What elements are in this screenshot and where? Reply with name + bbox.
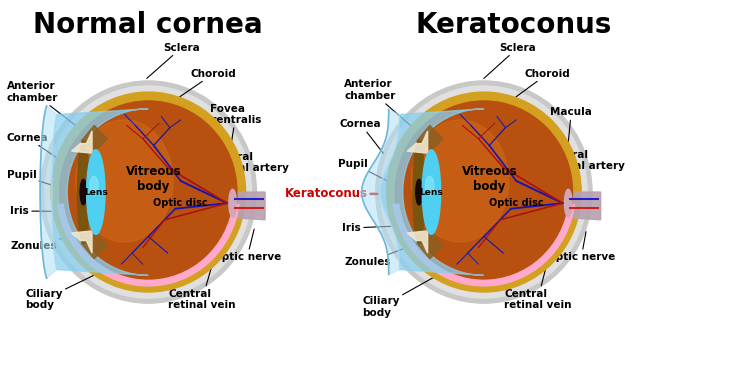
Polygon shape bbox=[568, 192, 601, 220]
Polygon shape bbox=[81, 125, 107, 150]
Polygon shape bbox=[81, 234, 107, 259]
Polygon shape bbox=[362, 110, 400, 275]
Text: Central
retinal artery: Central retinal artery bbox=[546, 150, 625, 184]
Text: Pupil: Pupil bbox=[7, 170, 74, 192]
Ellipse shape bbox=[380, 86, 587, 298]
Ellipse shape bbox=[229, 189, 236, 217]
Ellipse shape bbox=[80, 179, 87, 205]
Ellipse shape bbox=[51, 92, 245, 292]
Text: Zonules: Zonules bbox=[10, 232, 88, 251]
Ellipse shape bbox=[77, 141, 89, 243]
Text: Lens: Lens bbox=[419, 188, 443, 197]
Text: Optic disc: Optic disc bbox=[154, 198, 208, 208]
Text: Iris: Iris bbox=[10, 206, 80, 216]
Text: Sclera: Sclera bbox=[484, 43, 536, 78]
Text: Macula: Macula bbox=[550, 107, 592, 144]
Ellipse shape bbox=[59, 101, 237, 283]
Ellipse shape bbox=[386, 92, 581, 292]
Text: Cornea: Cornea bbox=[7, 133, 56, 158]
Ellipse shape bbox=[376, 81, 592, 303]
Polygon shape bbox=[407, 131, 428, 153]
Text: Retina: Retina bbox=[495, 271, 533, 281]
Polygon shape bbox=[40, 106, 57, 278]
Text: Anterior
chamber: Anterior chamber bbox=[344, 79, 419, 133]
Text: Choroid: Choroid bbox=[179, 69, 236, 97]
Ellipse shape bbox=[76, 120, 173, 242]
Ellipse shape bbox=[422, 150, 440, 234]
Polygon shape bbox=[71, 131, 92, 153]
Text: Central
retinal artery: Central retinal artery bbox=[210, 152, 289, 184]
Text: Sclera: Sclera bbox=[147, 43, 200, 78]
Text: Central
retinal vein: Central retinal vein bbox=[504, 262, 572, 310]
Polygon shape bbox=[417, 234, 442, 259]
Polygon shape bbox=[407, 231, 428, 253]
Ellipse shape bbox=[395, 101, 572, 283]
Text: Optic disc: Optic disc bbox=[489, 198, 544, 208]
Text: Ciliary
body: Ciliary body bbox=[26, 272, 100, 310]
Ellipse shape bbox=[45, 86, 251, 298]
Text: Pupil: Pupil bbox=[338, 159, 404, 189]
Text: Fovea
centralis: Fovea centralis bbox=[210, 103, 262, 145]
Ellipse shape bbox=[87, 150, 105, 234]
Ellipse shape bbox=[565, 189, 572, 217]
Text: Choroid: Choroid bbox=[516, 69, 571, 97]
Text: Normal cornea: Normal cornea bbox=[34, 11, 263, 39]
Text: Keratoconus: Keratoconus bbox=[416, 11, 612, 39]
Text: Iris: Iris bbox=[342, 223, 415, 233]
Polygon shape bbox=[381, 109, 484, 275]
Text: Vitreous
body: Vitreous body bbox=[126, 165, 182, 193]
Polygon shape bbox=[417, 125, 442, 150]
Ellipse shape bbox=[416, 179, 422, 205]
Ellipse shape bbox=[90, 176, 98, 195]
Ellipse shape bbox=[425, 176, 433, 195]
Text: Ciliary
body: Ciliary body bbox=[362, 277, 434, 318]
Text: Anterior
chamber: Anterior chamber bbox=[7, 81, 88, 135]
Text: Cornea: Cornea bbox=[340, 119, 383, 153]
Polygon shape bbox=[232, 192, 265, 220]
Polygon shape bbox=[71, 231, 92, 253]
Text: Central
retinal vein: Central retinal vein bbox=[169, 261, 236, 310]
Text: Lens: Lens bbox=[84, 188, 108, 197]
Text: Retina: Retina bbox=[151, 270, 189, 280]
Ellipse shape bbox=[40, 81, 256, 303]
Ellipse shape bbox=[413, 141, 425, 243]
Text: Optic nerve: Optic nerve bbox=[213, 229, 281, 262]
Ellipse shape bbox=[412, 120, 509, 242]
Text: Zonules: Zonules bbox=[344, 243, 419, 267]
Polygon shape bbox=[52, 109, 148, 275]
Text: Keratoconus: Keratoconus bbox=[285, 187, 377, 200]
Text: Vitreous
body: Vitreous body bbox=[461, 165, 517, 193]
Text: Optic nerve: Optic nerve bbox=[548, 232, 616, 262]
